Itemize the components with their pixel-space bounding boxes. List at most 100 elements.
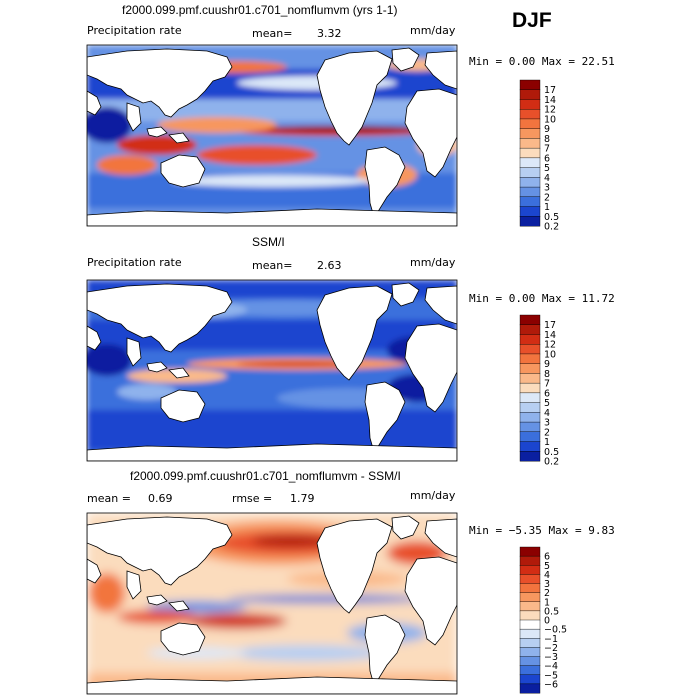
colorbar-2-label: 0.5: [544, 447, 559, 458]
colorbar-2-box: [519, 373, 541, 384]
colorbar-1-label: 5: [544, 163, 550, 174]
map-panel-2: [87, 280, 457, 461]
colorbar-1-label: 1: [544, 202, 550, 213]
panel3-mean-value: 0.69: [148, 492, 173, 505]
colorbar-3-box: [519, 656, 541, 667]
colorbar-3-label: 0.5: [544, 606, 559, 617]
colorbar-3-label: 1: [544, 597, 550, 608]
colorbar-2-label: 5: [544, 398, 550, 409]
colorbar-1-label: 4: [544, 173, 550, 184]
panel2-variable: Precipitation rate: [87, 256, 182, 269]
colorbar-3-label: 2: [544, 588, 550, 599]
colorbar-1-label: 6: [544, 153, 550, 164]
map-frame-2: [86, 279, 458, 462]
colorbar-1-label: 12: [544, 105, 556, 116]
colorbar-2-box: [519, 392, 541, 403]
colorbar-1-label: 2: [544, 192, 550, 203]
colorbar-1-box: [519, 89, 541, 100]
panel1-variable: Precipitation rate: [87, 24, 182, 37]
colorbar-3-box: [519, 610, 541, 621]
colorbar-3-box: [519, 628, 541, 639]
panel2-title: SSM/I: [252, 235, 285, 249]
map-panel-3: [87, 513, 457, 694]
colorbar-1-box: [519, 157, 541, 168]
panel3-title: f2000.099.pmf.cuushr01.c701_nomflumvm - …: [130, 469, 401, 483]
panel3-minmax: Min = −5.35 Max = 9.83: [469, 524, 615, 537]
colorbar-2-box: [519, 334, 541, 345]
colorbar-1-box: [519, 196, 541, 207]
colorbar-1-box: [519, 99, 541, 110]
colorbar-3-box: [519, 574, 541, 584]
colorbar-3-label: 0: [544, 616, 550, 627]
panel3-rmse-value: 1.79: [290, 492, 315, 505]
colorbar-1-box: [519, 138, 541, 149]
colorbar-1-box: [519, 216, 541, 227]
panel3-mean-label: mean =: [87, 492, 131, 505]
panel1-minmax: Min = 0.00 Max = 22.51: [469, 55, 615, 68]
colorbar-3-box: [519, 665, 541, 676]
colorbar-1-box: [519, 128, 541, 139]
colorbar-2-box: [519, 402, 541, 413]
colorbar-3-box: [519, 583, 541, 594]
colorbar-2-box: [519, 431, 541, 442]
colorbar-2-box: [519, 344, 541, 355]
colorbar-1-label: 7: [544, 144, 550, 155]
colorbar-3-label: 4: [544, 570, 550, 581]
colorbar-2-label: 4: [544, 408, 550, 419]
colorbar-3-box: [519, 638, 541, 648]
colorbar-2-label: 7: [544, 379, 550, 390]
map-panel-1: [87, 45, 457, 226]
season-label: DJF: [512, 9, 552, 32]
colorbar-3-box: [519, 565, 541, 575]
colorbar-3-box: [519, 619, 541, 630]
colorbar-2-box: [519, 314, 541, 326]
colorbar-3-box: [519, 601, 541, 612]
colorbar-2-box: [519, 363, 541, 374]
colorbar-2-label: 2: [544, 427, 550, 438]
colorbar-1-label: 0.5: [544, 212, 559, 223]
colorbar-3-label: −4: [544, 661, 558, 672]
colorbar-3-box: [519, 555, 541, 566]
colorbar-2-label: 8: [544, 369, 550, 380]
colorbar-1-box: [519, 186, 541, 198]
colorbar-2-box: [519, 353, 541, 365]
colorbar-1-label: 17: [544, 85, 556, 96]
panel1-units: mm/day: [410, 24, 456, 37]
colorbar-3-label: −0.5: [544, 625, 567, 636]
panel1-mean-value: 3.32: [317, 27, 342, 40]
colorbar-3-box: [519, 674, 541, 685]
panel2-units: mm/day: [410, 256, 456, 269]
colorbar-1-box: [519, 206, 541, 217]
colorbar-2-label: 6: [544, 388, 550, 399]
colorbar-3-box: [519, 647, 541, 657]
panel3-units: mm/day: [410, 489, 456, 502]
panel2-mean-value: 2.63: [317, 259, 342, 272]
colorbar-2-box: [519, 421, 541, 433]
colorbar-1-box: [519, 167, 541, 178]
colorbar-2-label: 10: [544, 349, 556, 360]
colorbar-2-label: 12: [544, 340, 556, 351]
colorbar-3-label: −5: [544, 670, 558, 681]
colorbar-2-box: [519, 324, 541, 335]
colorbar-1-box: [519, 79, 541, 91]
colorbar-2-box: [519, 382, 541, 394]
colorbar-1-label: 0.2: [544, 222, 559, 233]
colorbar-1-label: 3: [544, 183, 550, 194]
colorbar-1-label: 14: [544, 95, 556, 106]
panel1-mean-label: mean=: [252, 27, 293, 40]
colorbar-2-box: [519, 412, 541, 423]
colorbar-3-label: −1: [544, 634, 558, 645]
colorbar-1-label: 10: [544, 114, 556, 125]
colorbar-2-box: [519, 451, 541, 462]
colorbar-1-box: [519, 118, 541, 130]
colorbar-3-label: 3: [544, 579, 550, 590]
panel1-title: f2000.099.pmf.cuushr01.c701_nomflumvm (y…: [122, 3, 398, 17]
colorbar-2-label: 17: [544, 320, 556, 331]
panel3-rmse-label: rmse =: [232, 492, 273, 505]
colorbar-2-label: 9: [544, 359, 550, 370]
colorbar-3-box: [519, 592, 541, 603]
